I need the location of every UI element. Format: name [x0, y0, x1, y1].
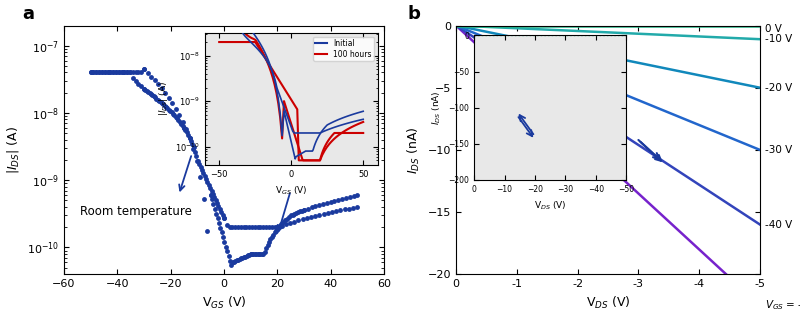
Text: 0 V: 0 V: [765, 24, 782, 34]
Text: b: b: [407, 5, 420, 23]
Text: $V_{GS}$ = -50 V: $V_{GS}$ = -50 V: [765, 299, 800, 312]
Text: -20 V: -20 V: [765, 83, 792, 93]
X-axis label: V$_{DS}$ (V): V$_{DS}$ (V): [586, 295, 630, 311]
Y-axis label: $I_{DS}$ (nA): $I_{DS}$ (nA): [406, 126, 422, 174]
Text: -30 V: -30 V: [765, 145, 792, 155]
Y-axis label: $|I_{DS}|$ (A): $|I_{DS}|$ (A): [6, 126, 22, 174]
Text: -40 V: -40 V: [765, 219, 792, 230]
Text: -10 V: -10 V: [765, 34, 792, 44]
Text: Room temperature: Room temperature: [80, 205, 192, 218]
Text: a: a: [22, 5, 34, 23]
X-axis label: V$_{GS}$ (V): V$_{GS}$ (V): [202, 295, 246, 311]
